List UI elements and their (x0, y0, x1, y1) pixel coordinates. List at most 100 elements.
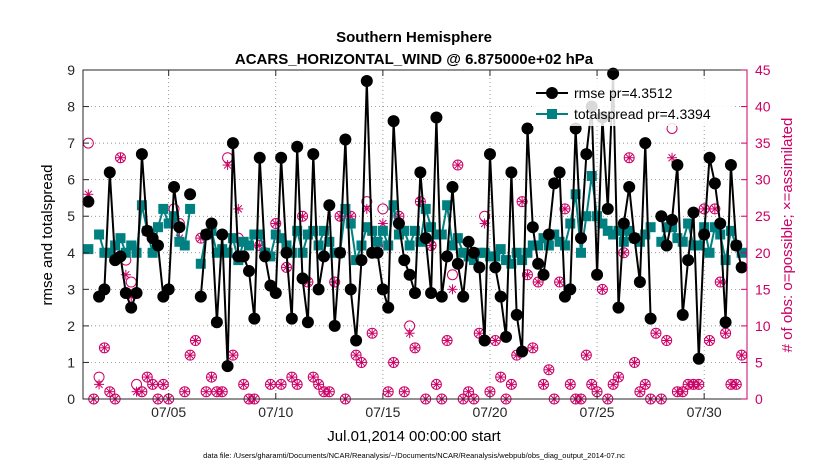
obs-assimilated-point (324, 386, 335, 397)
totalspread-point (227, 233, 238, 244)
totalspread-point (452, 233, 463, 244)
obs-assimilated-point (608, 379, 619, 390)
obs-assimilated-point (581, 350, 592, 361)
rmse-point (371, 246, 384, 259)
rmse-point (237, 250, 250, 263)
totalspread-point (720, 255, 731, 266)
obs-assimilated-point (592, 386, 603, 397)
rmse-point (226, 137, 239, 150)
obs-assimilated-point (597, 284, 608, 295)
totalspread-point (677, 236, 688, 247)
obs-assimilated-point (388, 357, 399, 368)
rmse-point (210, 316, 223, 329)
y-tick-label-right: 25 (755, 208, 771, 224)
rmse-point (301, 316, 314, 329)
totalspread-point (543, 240, 554, 251)
rmse-point (483, 148, 496, 161)
y-tick-label-left: 4 (67, 245, 75, 261)
x-tick-label: 07/05 (151, 404, 186, 420)
rmse-point (280, 246, 293, 259)
rmse-point (580, 148, 593, 161)
obs-assimilated-point (233, 203, 244, 214)
obs-assimilated-point (538, 379, 549, 390)
obs-assimilated-point (693, 379, 704, 390)
rmse-point (719, 316, 732, 329)
rmse-point (505, 166, 518, 179)
rmse-point (82, 195, 95, 208)
rmse-point (612, 301, 625, 314)
rmse-point (714, 217, 727, 230)
totalspread-point (104, 247, 115, 258)
rmse-point (296, 272, 309, 285)
totalspread-point (447, 240, 458, 251)
rmse-point (676, 308, 689, 321)
rmse-point (259, 250, 272, 263)
rmse-point (633, 276, 646, 289)
rmse-point (473, 261, 486, 274)
totalspread-point (179, 240, 190, 251)
totalspread-point (554, 236, 565, 247)
rmse-point (666, 213, 679, 226)
obs-assimilated-point (179, 386, 190, 397)
rmse-point (275, 151, 288, 164)
y-tick-label-left: 7 (67, 135, 75, 151)
obs-assimilated-point (490, 335, 501, 346)
obs-assimilated-point (201, 386, 212, 397)
totalspread-point (517, 255, 528, 266)
rmse-point (403, 268, 416, 281)
legend: rmse pr=4.3512 totalspread pr=4.3394 (532, 80, 732, 126)
rmse-point (510, 308, 523, 321)
totalspread-point (704, 247, 715, 258)
totalspread-point (683, 218, 694, 229)
obs-assimilated-point (527, 342, 538, 353)
totalspread-point (415, 236, 426, 247)
obs-assimilated-point (356, 357, 367, 368)
totalspread-point (131, 247, 142, 258)
totalspread-point (136, 200, 147, 211)
totalspread-point (420, 203, 431, 214)
totalspread-point (479, 247, 490, 258)
rmse-point (387, 115, 400, 128)
rmse-point (494, 290, 507, 303)
rmse-point (360, 74, 373, 87)
rmse-point (735, 261, 748, 274)
totalspread-point (458, 247, 469, 258)
totalspread-point (656, 236, 667, 247)
totalspread-point (211, 247, 222, 258)
totalspread-point (249, 229, 260, 240)
totalspread-point (174, 236, 185, 247)
totalspread-point (313, 240, 324, 251)
obs-assimilated-point (447, 284, 458, 295)
y-tick-label-right: 45 (755, 62, 771, 78)
totalspread-point (244, 240, 254, 251)
rmse-point (205, 217, 218, 230)
rmse-point (135, 148, 148, 161)
obs-assimilated-point (442, 335, 453, 346)
rmse-point (355, 254, 368, 267)
rmse-point (269, 286, 282, 299)
rmse-point (323, 199, 336, 212)
obs-assimilated-point (286, 372, 297, 383)
obs-assimilated-point (699, 203, 710, 214)
rmse-point (130, 286, 143, 299)
totalspread-point (501, 255, 512, 266)
rmse-point (682, 254, 695, 267)
y-axis-label-left: rmse and totalspread (39, 165, 56, 306)
totalspread-point (372, 236, 383, 247)
totalspread-point (533, 240, 544, 251)
rmse-point (221, 360, 234, 373)
rmse-point (151, 239, 164, 252)
totalspread-point (436, 229, 447, 240)
totalspread-point (222, 247, 233, 258)
totalspread-point (581, 211, 592, 222)
totalspread-point (185, 203, 196, 214)
obs-assimilated-point (217, 386, 228, 397)
y-tick-label-left: 3 (67, 281, 75, 297)
y-tick-label-right: 0 (755, 391, 763, 407)
totalspread-point (527, 240, 538, 251)
obs-assimilated-point (613, 372, 624, 383)
totalspread-point (345, 218, 356, 229)
obs-assimilated-point (265, 379, 276, 390)
totalspread-point (495, 244, 506, 255)
totalspread-point (120, 247, 131, 258)
